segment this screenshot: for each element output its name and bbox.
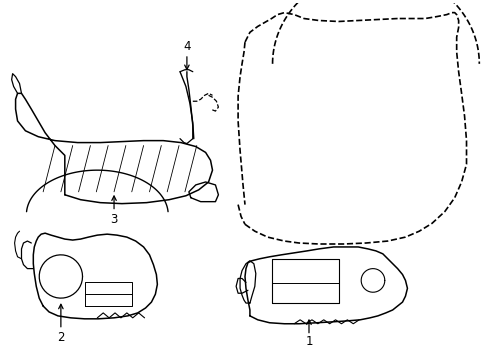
- Text: 2: 2: [57, 331, 64, 344]
- Text: 3: 3: [110, 213, 118, 226]
- Text: 4: 4: [183, 40, 190, 53]
- Text: 1: 1: [305, 335, 312, 348]
